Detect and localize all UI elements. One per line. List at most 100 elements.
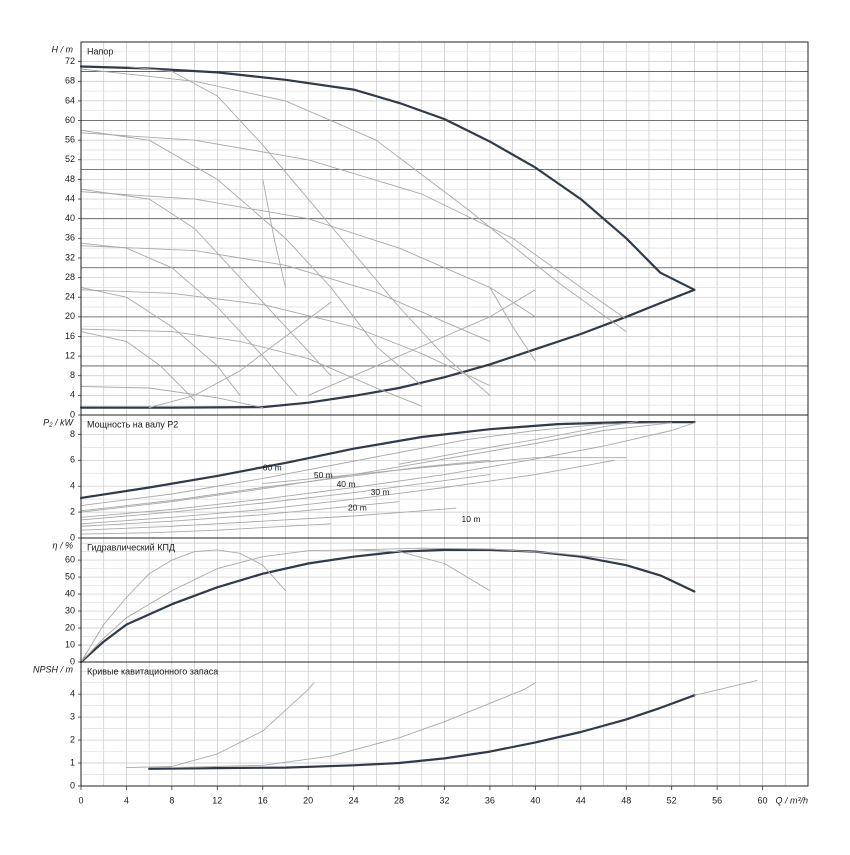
series-line-secondary — [125, 682, 315, 769]
series-line-secondary — [80, 507, 457, 531]
y-tick-label: 3 — [70, 711, 75, 721]
series-line-secondary — [80, 459, 616, 525]
y-tick-label: 0 — [70, 532, 75, 542]
series-line-secondary — [80, 422, 673, 507]
y-tick-label: 0 — [70, 656, 75, 666]
curve-label: 10 m — [462, 514, 481, 524]
series-line-secondary — [80, 286, 241, 396]
y-tick-label: 32 — [65, 252, 75, 262]
series-line-secondary — [148, 301, 332, 409]
curve-label: 20 m — [348, 502, 367, 512]
y-tick-label: 40 — [65, 213, 75, 223]
panel-title: Напор — [87, 46, 113, 56]
y-tick-label: 36 — [65, 233, 75, 243]
y-axis-label: NPSH / m — [33, 664, 74, 674]
series-line-secondary — [80, 68, 627, 333]
y-tick-label: 16 — [65, 331, 75, 341]
y-tick-label: 6 — [70, 455, 75, 465]
x-tick-label: 48 — [621, 795, 631, 805]
y-tick-label: 1 — [70, 757, 75, 767]
y-tick-label: 24 — [65, 292, 75, 302]
series-line-secondary — [262, 457, 627, 485]
y-tick-label: 52 — [65, 154, 75, 164]
series-line-secondary — [693, 679, 758, 696]
y-tick-label: 56 — [65, 135, 75, 145]
y-tick-label: 0 — [70, 780, 75, 790]
series-line-secondary — [262, 178, 286, 288]
y-tick-label: 68 — [65, 76, 75, 86]
y-tick-label: 28 — [65, 272, 75, 282]
series-line-secondary — [125, 66, 491, 396]
y-tick-label: 20 — [65, 622, 75, 632]
series-line-secondary — [80, 422, 673, 513]
x-axis-label: Q / m³/h — [775, 795, 808, 805]
curve-label: 60 m — [263, 462, 282, 472]
panel-title: Кривые кавитационного запаса — [87, 666, 218, 676]
series-line-secondary — [80, 191, 536, 318]
y-tick-label: 4 — [70, 390, 75, 400]
x-tick-label: 16 — [258, 795, 268, 805]
series-line-primary — [79, 288, 696, 409]
curve-label: 50 m — [314, 470, 333, 480]
y-tick-label: 8 — [70, 429, 75, 439]
x-tick-label: 4 — [124, 795, 129, 805]
y-tick-label: 2 — [70, 734, 75, 744]
x-tick-label: 40 — [530, 795, 540, 805]
series-line-secondary — [80, 245, 491, 342]
x-tick-label: 60 — [758, 795, 768, 805]
y-axis-label: η / % — [52, 540, 73, 550]
y-tick-label: 10 — [65, 639, 75, 649]
series-line-secondary — [307, 289, 536, 396]
series-line-secondary — [80, 289, 491, 387]
x-tick-label: 20 — [303, 795, 313, 805]
y-tick-label: 64 — [65, 95, 75, 105]
x-tick-label: 56 — [712, 795, 722, 805]
x-tick-label: 32 — [439, 795, 449, 805]
series-line-secondary — [398, 421, 639, 465]
series-line-secondary — [80, 549, 491, 663]
x-tick-label: 52 — [667, 795, 677, 805]
series-line-secondary — [80, 474, 491, 521]
series-line-secondary — [80, 501, 400, 527]
y-tick-label: 8 — [70, 370, 75, 380]
x-tick-label: 28 — [394, 795, 404, 805]
series-line-secondary — [80, 188, 332, 377]
y-tick-label: 0 — [70, 409, 75, 419]
y-tick-label: 50 — [65, 571, 75, 581]
y-tick-label: 20 — [65, 311, 75, 321]
series-line-secondary — [80, 523, 332, 535]
y-tick-label: 40 — [65, 588, 75, 598]
x-tick-label: 0 — [78, 795, 83, 805]
x-tick-label: 12 — [212, 795, 222, 805]
series-line-secondary — [80, 459, 491, 512]
series-line-primary — [148, 694, 696, 770]
series-line-secondary — [80, 132, 627, 320]
y-tick-label: 12 — [65, 350, 75, 360]
panel-title: Мощность на валу P2 — [87, 419, 178, 429]
y-axis-label: H / m — [52, 44, 74, 54]
y-tick-label: 30 — [65, 605, 75, 615]
series-line-secondary — [80, 331, 196, 401]
y-tick-label: 4 — [70, 689, 75, 699]
y-tick-label: 44 — [65, 193, 75, 203]
series-line-secondary — [80, 242, 298, 396]
series-line-secondary — [80, 422, 695, 518]
curve-label: 30 m — [371, 487, 390, 497]
x-tick-label: 24 — [349, 795, 359, 805]
series-line-primary — [79, 65, 696, 291]
series-line-primary — [79, 421, 696, 499]
panel-title: Гидравлический КПД — [87, 542, 175, 552]
series-line-secondary — [489, 286, 536, 362]
series-line-secondary — [80, 328, 423, 407]
y-tick-label: 48 — [65, 174, 75, 184]
y-tick-label: 60 — [65, 115, 75, 125]
series-line-secondary — [171, 682, 536, 769]
series-line-secondary — [353, 547, 627, 561]
series-line-primary — [79, 548, 696, 664]
y-tick-label: 72 — [65, 56, 75, 66]
y-tick-label: 2 — [70, 506, 75, 516]
x-tick-label: 8 — [169, 795, 174, 805]
series-line-secondary — [80, 386, 264, 409]
